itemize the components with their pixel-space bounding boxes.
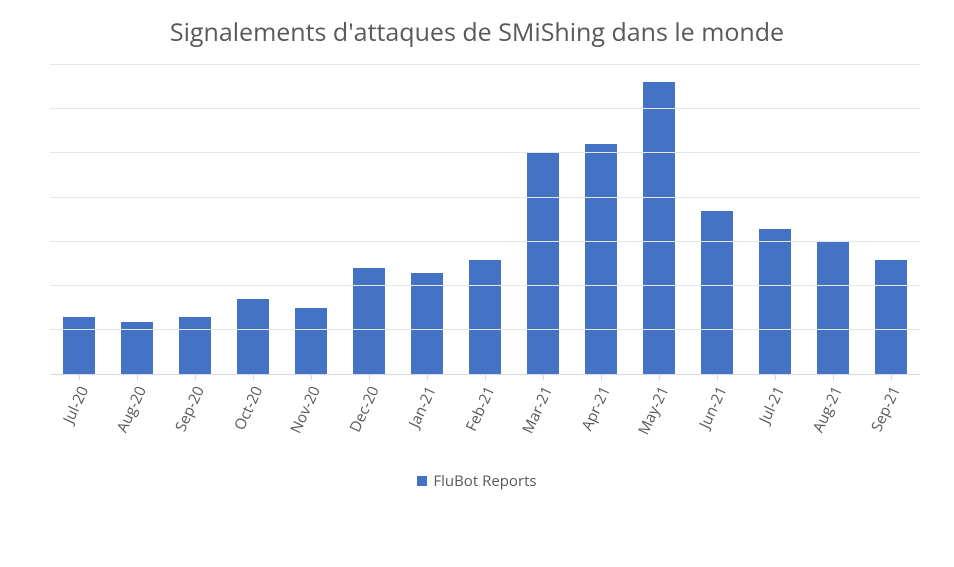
x-tick [253,375,254,380]
bar-slot [862,65,920,375]
x-label-slot: Jul-21 [746,375,804,465]
legend-item: FluBot Reports [417,471,536,491]
x-axis-label: Jun-21 [694,383,731,432]
x-tick [891,375,892,380]
x-tick [543,375,544,380]
grid-line [50,329,920,330]
bar [411,273,443,375]
x-axis-label: Jan-21 [405,383,442,431]
bar [179,317,211,375]
grid-line [50,108,920,109]
chart-title: Signalements d'attaques de SMiShing dans… [40,18,914,47]
legend: FluBot Reports [40,471,914,491]
x-tick [775,375,776,380]
grid-line [50,285,920,286]
chart-container: Signalements d'attaques de SMiShing dans… [0,0,954,567]
bar-slot [398,65,456,375]
bar-slot [456,65,514,375]
x-tick [195,375,196,380]
x-tick [311,375,312,380]
x-label-slot: Aug-21 [804,375,862,465]
x-axis-label: May-21 [633,383,673,438]
x-label-slot: May-21 [630,375,688,465]
x-label-slot: Dec-20 [340,375,398,465]
bar-slot [224,65,282,375]
x-label-slot: Apr-21 [572,375,630,465]
x-label-slot: Jun-21 [688,375,746,465]
bar [527,153,559,374]
x-axis-label: Nov-20 [286,383,325,437]
bar-slot [688,65,746,375]
grid-line [50,152,920,153]
x-axis-label: Apr-21 [577,383,615,434]
legend-swatch [417,476,427,486]
x-tick [601,375,602,380]
bar [875,260,907,375]
bar-slot [108,65,166,375]
x-tick [79,375,80,380]
x-label-slot: Aug-20 [108,375,166,465]
bar-slot [804,65,862,375]
bar [469,260,501,375]
x-axis-label: Dec-20 [345,383,384,435]
x-axis-label: Aug-21 [808,383,847,436]
bar [63,317,95,375]
x-axis-label: Aug-20 [112,383,151,436]
x-tick [137,375,138,380]
x-tick [369,375,370,380]
grid-line [50,241,920,242]
bar-slot [514,65,572,375]
x-label-slot: Oct-20 [224,375,282,465]
bar-slot [746,65,804,375]
x-axis-label: Sep-20 [171,383,209,435]
bar [701,211,733,375]
grid-line [50,197,920,198]
x-axis-label: Oct-20 [229,383,267,433]
bar [585,144,617,374]
x-axis: Jul-20 Aug-20 Sep-20 Oct-20 Nov-20 Dec-20 Jan-… [50,375,920,465]
bar [759,229,791,375]
bar-slot [166,65,224,375]
bar [295,308,327,374]
x-tick [485,375,486,380]
x-axis-label: Mar-21 [518,383,557,437]
legend-label: FluBot Reports [433,471,536,491]
x-tick [833,375,834,380]
bar-slot [50,65,108,375]
x-axis-label: Feb-21 [461,383,499,434]
x-tick [717,375,718,380]
bar-slot [340,65,398,375]
bar [643,82,675,374]
x-axis-label: Jul-20 [59,383,94,427]
bar-slot [630,65,688,375]
x-label-slot: Feb-21 [456,375,514,465]
x-label-slot: Nov-20 [282,375,340,465]
x-label-slot: Jan-21 [398,375,456,465]
x-label-slot: Sep-21 [862,375,920,465]
x-label-slot: Mar-21 [514,375,572,465]
bar [237,299,269,374]
plot-area [50,65,920,375]
x-axis-label: Sep-21 [867,383,905,435]
bar-slot [282,65,340,375]
x-axis-label: Jul-21 [755,383,790,427]
x-label-slot: Jul-20 [50,375,108,465]
x-tick [427,375,428,380]
bar [817,242,849,375]
x-tick [659,375,660,380]
bars-group [50,65,920,375]
grid-line [50,64,920,65]
x-label-slot: Sep-20 [166,375,224,465]
bar-slot [572,65,630,375]
